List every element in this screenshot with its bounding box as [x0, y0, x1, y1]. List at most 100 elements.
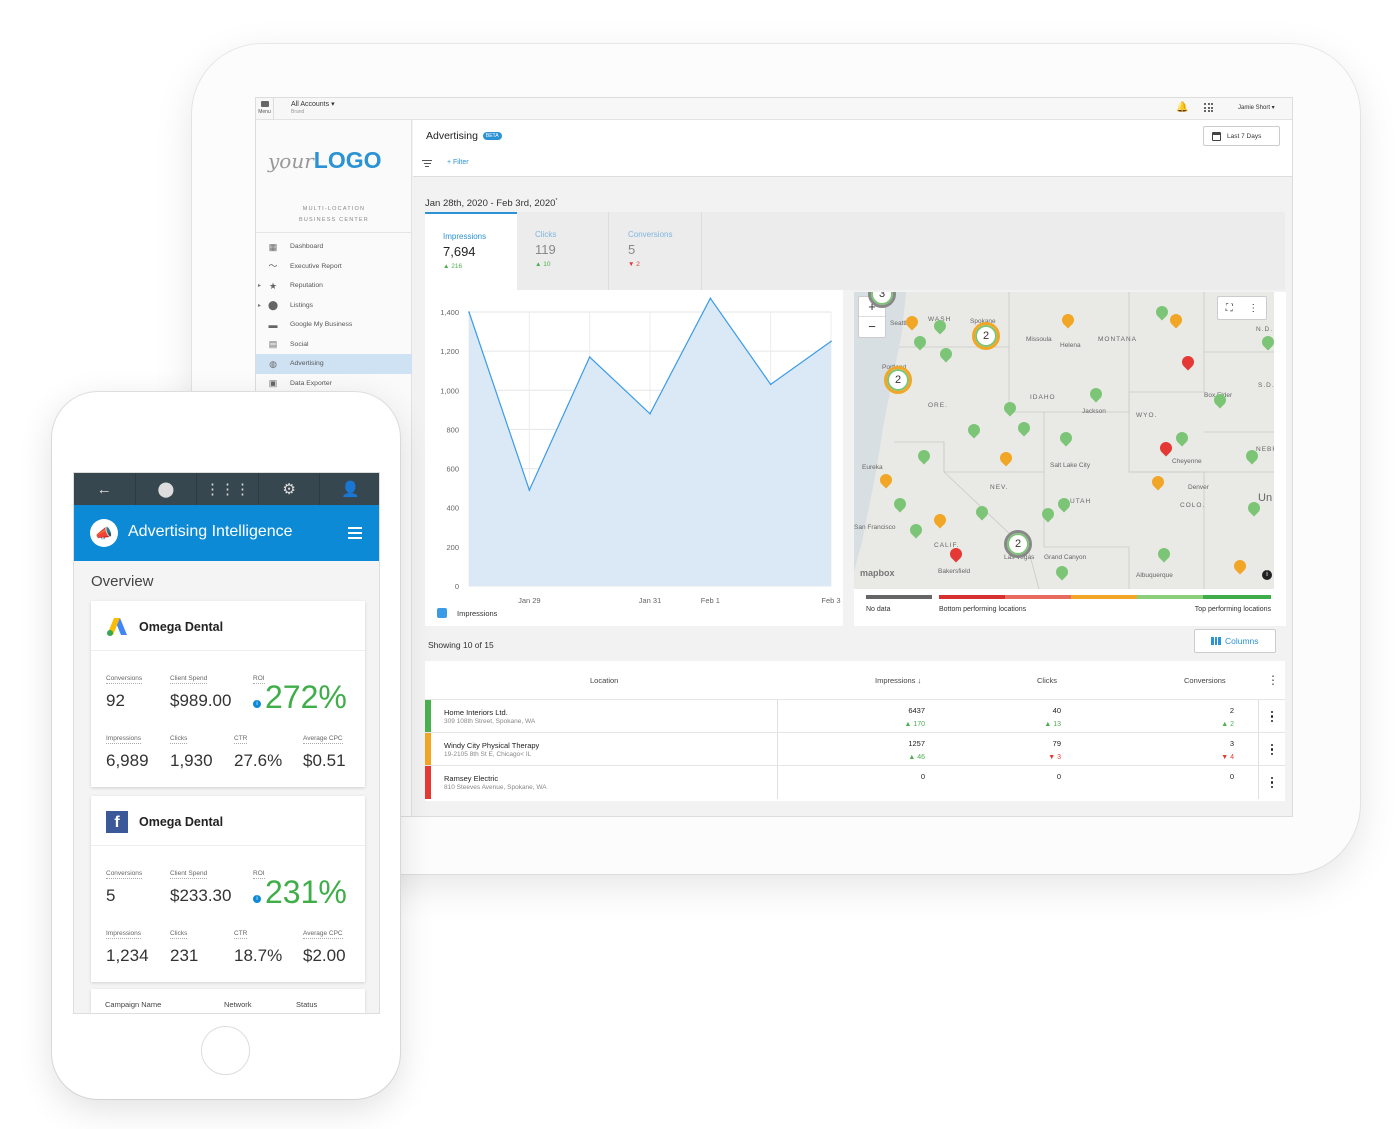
- row-menu-icon[interactable]: [1258, 733, 1285, 766]
- location-address: 309 108th Street, Spokane, WA: [444, 718, 536, 725]
- map-label: N.D.: [1256, 326, 1273, 333]
- y-tick-label: 1,000: [440, 386, 459, 395]
- map-label: Grand Canyon: [1044, 554, 1087, 561]
- chevron-right-icon: ▸: [258, 283, 262, 290]
- metric-value: $2.00: [303, 946, 346, 965]
- location-cluster[interactable]: 3: [868, 292, 896, 308]
- user-menu[interactable]: Jamie Short ▾: [1238, 105, 1275, 111]
- facebook-logo-icon: f: [106, 811, 128, 833]
- sidebar-item-label: Data Exporter: [290, 379, 332, 387]
- metric-label: ROI: [253, 675, 265, 684]
- sidebar-item-label: Dashboard: [290, 243, 324, 251]
- menu-label: Menu: [258, 109, 271, 115]
- location-cluster[interactable]: 2: [884, 366, 912, 394]
- tab-impressions[interactable]: Impressions 7,694 ▲ 216: [425, 212, 517, 290]
- metric-cpc: Average CPC $0.51: [303, 727, 346, 771]
- map-label: Eureka: [862, 464, 883, 471]
- zoom-out-button[interactable]: −: [868, 319, 876, 334]
- map-legend: No data Bottom performing locations Top …: [854, 589, 1286, 626]
- campaign-table-header: Campaign Name Network Status: [91, 989, 365, 1013]
- locations-table: Location Impressions ↓ Clicks Conversion…: [425, 661, 1285, 801]
- row-menu-icon[interactable]: [1258, 766, 1285, 799]
- status-header: Status: [296, 1000, 318, 1009]
- cell-value: 40: [1052, 706, 1061, 715]
- sidebar-item-label: Advertising: [290, 360, 324, 368]
- ocean: [854, 292, 906, 572]
- tab-delta: ▼ 2: [628, 261, 701, 268]
- campaign-name-header: Campaign Name: [105, 1000, 162, 1009]
- person-icon[interactable]: 👤: [341, 481, 361, 498]
- add-filter-link[interactable]: + Filter: [447, 159, 469, 166]
- columns-button[interactable]: Columns: [1194, 629, 1276, 653]
- sidebar-item-listings[interactable]: ▸ ⬤ Listings: [256, 296, 412, 316]
- more-vert-icon[interactable]: ⋮: [1248, 302, 1259, 314]
- metric-value: 27.6%: [234, 751, 283, 770]
- home-button[interactable]: [201, 1026, 250, 1075]
- info-icon[interactable]: i: [253, 699, 261, 708]
- sidebar-item-google-my-business[interactable]: ▬ Google My Business: [256, 315, 412, 335]
- divider: [256, 232, 412, 233]
- settings-gear-icon[interactable]: ⚙: [259, 473, 321, 505]
- date-button-label: Last 7 Days: [1227, 132, 1262, 140]
- locations-map[interactable]: + − ⛶⋮ mapbox i SeattleWASHSpokaneMissou…: [854, 292, 1274, 589]
- row-menu-icon[interactable]: [1258, 700, 1285, 733]
- map-label: Spokane: [970, 318, 996, 325]
- hamburger-menu-icon[interactable]: [348, 527, 362, 542]
- info-icon[interactable]: i: [253, 894, 261, 903]
- cell-delta-value: 3: [1057, 754, 1061, 761]
- more-vert-icon[interactable]: ⋮: [1267, 673, 1279, 687]
- location-name: Home Interiors Ltd.: [444, 708, 508, 717]
- account-selector[interactable]: All Accounts ▾ Brand: [291, 101, 335, 115]
- back-arrow-icon[interactable]: ←: [74, 473, 136, 505]
- metric-conversions: Conversions 92: [106, 667, 143, 711]
- sidebar-item-executive-report[interactable]: 〜 Executive Report: [256, 257, 412, 277]
- y-tick-label: 200: [446, 543, 459, 552]
- performance-indicator: [425, 733, 431, 766]
- clicks-cell: 40 ▲ 13: [1025, 704, 1061, 732]
- zoom-in-button[interactable]: +: [859, 297, 885, 317]
- header-clicks[interactable]: Clicks: [1037, 675, 1057, 685]
- table-row[interactable]: Ramsey Electric 810 Steeves Avenue, Spoka…: [425, 765, 1285, 799]
- tab-conversions[interactable]: Conversions 5 ▼ 2: [610, 212, 702, 290]
- account-sub: Brand: [291, 109, 305, 115]
- metric-spend: Client Spend $989.00: [170, 667, 231, 711]
- table-row[interactable]: Windy City Physical Therapy 19-2105 8th S…: [425, 732, 1285, 766]
- clicks-cell: 79 ▼ 3: [1025, 737, 1061, 765]
- bell-icon[interactable]: 🔔: [1176, 102, 1189, 113]
- map-label: Bakersfield: [938, 568, 971, 575]
- filter-icon[interactable]: [422, 160, 432, 167]
- location-name: Windy City Physical Therapy: [444, 741, 540, 750]
- sidebar-item-reputation[interactable]: ▸ ★ Reputation: [256, 276, 412, 296]
- location-pin-icon[interactable]: ⬤: [136, 473, 198, 505]
- header-conversions[interactable]: Conversions: [1184, 675, 1226, 685]
- tab-name: Conversions: [628, 230, 673, 239]
- tab-clicks[interactable]: Clicks 119 ▲ 10: [517, 212, 609, 290]
- sidebar-item-dashboard[interactable]: ▦ Dashboard: [256, 237, 412, 257]
- chart-svg: 0 200 400 600 800 1,000 1,200 1,400 Jan 29 Jan 31…: [437, 297, 841, 618]
- facebook-card[interactable]: f Omega Dental Conversions 5 Client Spend…: [91, 796, 365, 982]
- map-label: Helena: [1060, 342, 1081, 349]
- sidebar-item-data-exporter[interactable]: ▣ Data Exporter: [256, 374, 412, 394]
- metric-value: 1,930: [170, 751, 213, 770]
- legend-bar-5: [1203, 595, 1271, 599]
- metric-roi: ROI i 231%: [253, 862, 347, 908]
- location-cluster[interactable]: 2: [972, 322, 1000, 350]
- info-icon[interactable]: i: [1262, 570, 1272, 580]
- header-location[interactable]: Location: [590, 675, 619, 685]
- sidebar-item-social[interactable]: ▤ Social: [256, 335, 412, 355]
- apps-grid-icon[interactable]: [1204, 103, 1213, 112]
- header-impressions[interactable]: Impressions ↓: [875, 661, 921, 699]
- fullscreen-icon[interactable]: ⛶: [1225, 302, 1233, 314]
- menu-button[interactable]: Menu: [256, 98, 274, 120]
- cell-delta-value: 13: [1053, 721, 1061, 728]
- table-row[interactable]: Home Interiors Ltd. 309 108th Street, Spo…: [425, 699, 1285, 733]
- location-cluster[interactable]: 2: [1004, 530, 1032, 558]
- cell-delta: ▲ 13: [1044, 721, 1061, 728]
- apps-grid-icon[interactable]: ⋮⋮⋮: [197, 473, 259, 505]
- map-label: Salt Lake City: [1050, 462, 1091, 469]
- google-ads-card[interactable]: Omega Dental Conversions 92 Client Spend $…: [91, 601, 365, 787]
- date-range-button[interactable]: Last 7 Days: [1203, 126, 1280, 146]
- sidebar-item-advertising[interactable]: ◍ Advertising: [256, 354, 412, 374]
- page-title: Advertising BETA: [426, 130, 502, 142]
- tagline-1: MULTI-LOCATION: [302, 206, 366, 212]
